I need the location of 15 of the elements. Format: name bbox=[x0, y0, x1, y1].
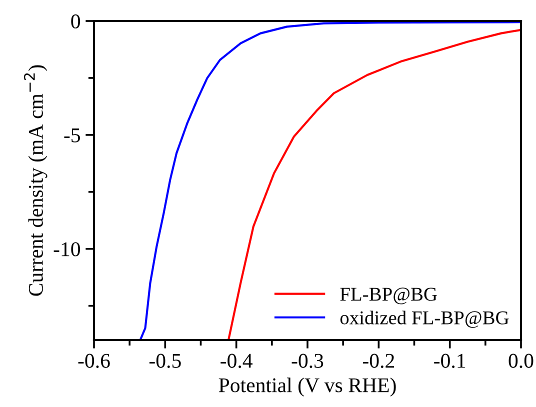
line-series bbox=[227, 28, 521, 340]
y-tick-label: 0 bbox=[71, 14, 80, 28]
y-tick-label: -5 bbox=[64, 128, 80, 142]
y-axis-title: Current density (mA cm$^{−2}$) bbox=[24, 65, 48, 296]
x-tick-label: -0.1 bbox=[434, 354, 466, 368]
legend-label: FL-BP@BG bbox=[340, 288, 437, 304]
y-tick-label: -10 bbox=[54, 242, 80, 256]
x-tick-label: -0.4 bbox=[220, 354, 252, 368]
x-tick-label: -0.3 bbox=[292, 354, 324, 368]
x-tick-label: -0.5 bbox=[149, 354, 181, 368]
x-axis-title: Potential (V vs RHE) bbox=[218, 378, 396, 397]
x-tick-label: -0.6 bbox=[78, 354, 110, 368]
x-tick-label: -0.2 bbox=[362, 354, 394, 368]
legend-label: oxidized FL-BP@BG bbox=[340, 310, 509, 328]
x-tick-label: 0.0 bbox=[508, 354, 534, 368]
